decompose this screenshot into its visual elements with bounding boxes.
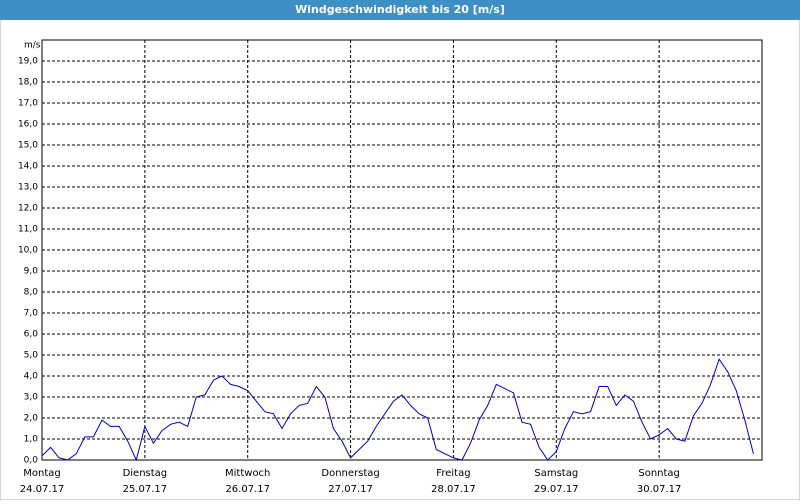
y-tick-label: 10,0 xyxy=(18,246,38,256)
y-tick-label: 5,0 xyxy=(24,351,39,361)
y-tick-label: 9,0 xyxy=(24,267,39,277)
x-tick-label: Freitag xyxy=(436,468,470,479)
x-tick-label: Montag xyxy=(23,468,60,479)
y-tick-label: 0,0 xyxy=(24,456,39,466)
x-tick-date: 26.07.17 xyxy=(225,484,270,495)
y-tick-label: 7,0 xyxy=(24,309,39,319)
y-tick-label: 14,0 xyxy=(18,162,38,172)
chart-title: Windgeschwindigkeit bis 20 [m/s] xyxy=(295,3,505,16)
x-tick-date: 28.07.17 xyxy=(431,484,476,495)
data-line xyxy=(41,358,754,462)
y-tick-label: 19,0 xyxy=(18,57,38,67)
x-tick-date: 25.07.17 xyxy=(123,484,168,495)
x-tick-label: Dienstag xyxy=(123,468,168,479)
y-tick-label: 6,0 xyxy=(24,330,39,340)
y-tick-label: 2,0 xyxy=(24,414,39,424)
x-tick-label: Mittwoch xyxy=(225,468,270,479)
plot-frame xyxy=(41,39,763,461)
y-tick-label: 12,0 xyxy=(18,204,38,214)
x-tick-date: 24.07.17 xyxy=(20,484,65,495)
y-tick-label: 18,0 xyxy=(18,78,38,88)
y-tick-label: 17,0 xyxy=(18,99,38,109)
y-tick-label: 15,0 xyxy=(18,141,38,151)
x-tick-date: 30.07.17 xyxy=(637,484,682,495)
x-tick-label: Donnerstag xyxy=(321,468,379,479)
x-tick-label: Sonntag xyxy=(638,468,680,479)
y-unit: m/s xyxy=(24,41,41,51)
title-bar xyxy=(0,0,800,20)
y-tick-label: 3,0 xyxy=(24,393,39,403)
y-tick-label: 8,0 xyxy=(24,288,39,298)
y-tick-label: 4,0 xyxy=(24,372,39,382)
x-tick-date: 27.07.17 xyxy=(328,484,373,495)
y-tick-label: 11,0 xyxy=(18,225,38,235)
y-tick-label: 1,0 xyxy=(24,435,39,445)
x-tick-label: Samstag xyxy=(534,468,578,479)
y-tick-label: 16,0 xyxy=(18,120,38,130)
x-tick-date: 29.07.17 xyxy=(534,484,579,495)
y-tick-label: 13,0 xyxy=(18,183,38,193)
